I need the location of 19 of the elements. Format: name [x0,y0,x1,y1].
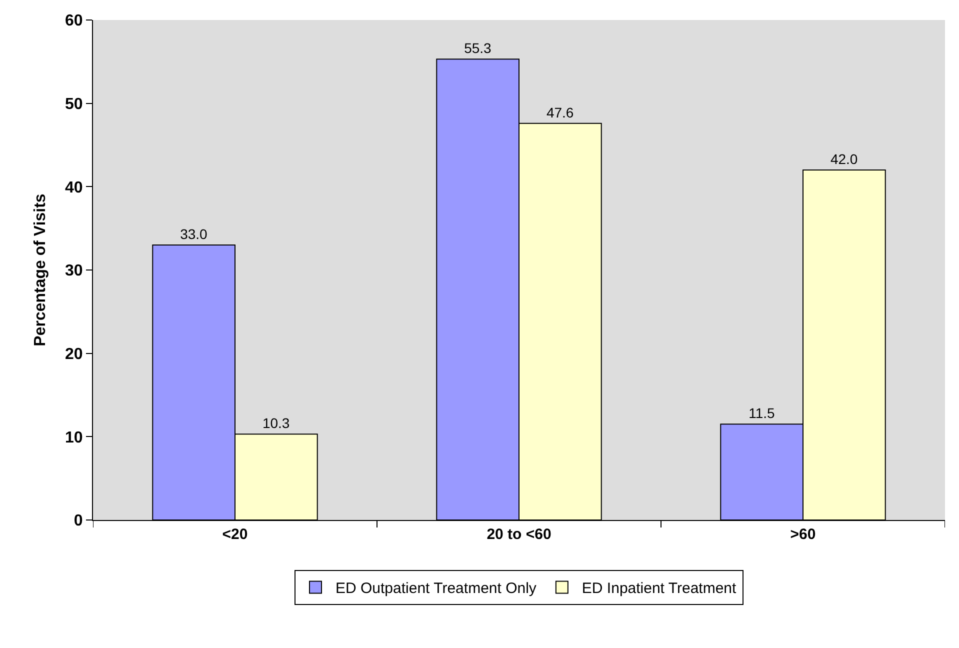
y-tick-label: 50 [65,96,83,113]
legend-label: ED Outpatient Treatment Only [336,580,537,598]
x-tick-label: >60 [790,526,816,543]
data-label: 33.0 [180,226,208,242]
data-label: 10.3 [262,415,290,432]
y-tick-label: 60 [65,12,83,30]
data-label: 55.3 [464,40,492,56]
x-tick-label: <20 [222,526,248,543]
y-axis-title: Percentage of Visits [32,194,49,346]
data-label: 11.5 [748,405,776,422]
y-tick-label: 40 [65,179,83,196]
x-tick-label: 20 to <60 [486,526,552,543]
y-tick-label: 10 [65,429,83,446]
y-tick-label: 20 [65,346,83,363]
data-label: 42.0 [830,151,858,167]
y-tick-label: 30 [65,262,83,280]
data-label: 47.6 [546,104,574,120]
y-tick-label: 0 [74,512,83,530]
legend-label: ED Inpatient Treatment [582,580,738,598]
